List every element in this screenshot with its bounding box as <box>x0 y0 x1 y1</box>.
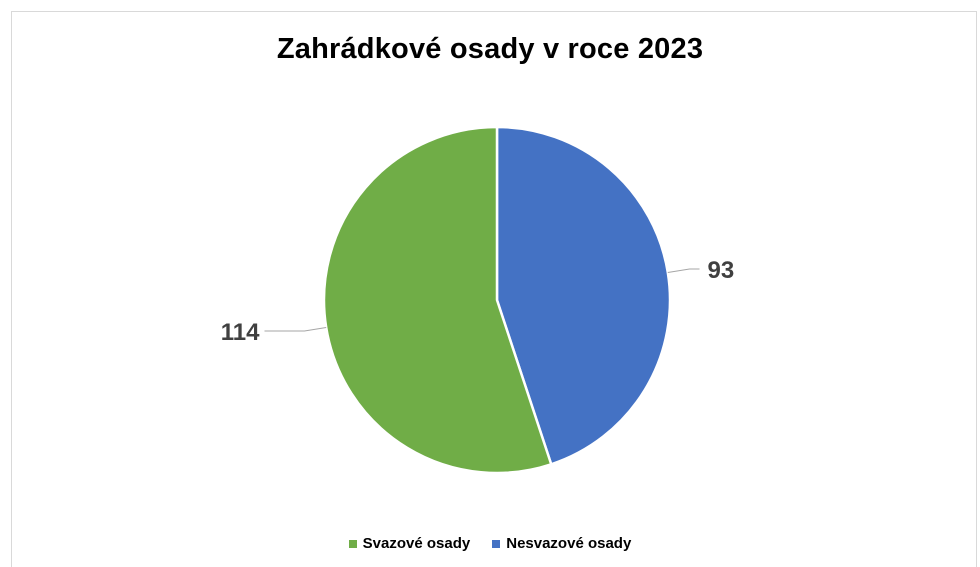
pie-slice-svazove <box>322 125 553 475</box>
leader-line-svazove <box>264 326 327 332</box>
legend-label-svazove: Svazové osady <box>362 535 471 552</box>
pie-slice-nesvazove <box>495 125 672 466</box>
legend: Svazové osady Nesvazové osady <box>0 535 980 552</box>
legend-label-nesvazove: Nesvazové osady <box>506 535 632 552</box>
data-label-nesvazove: 93 <box>708 257 735 284</box>
legend-swatch-svazove <box>348 539 357 548</box>
chart-title: Zahrádkové osady v roce 2023 <box>276 33 704 65</box>
data-label-svazove: 114 <box>221 319 260 346</box>
legend-swatch-nesvazove <box>492 539 501 548</box>
leader-line-nesvazove <box>667 268 700 274</box>
legend-item-svazove: Svazové osady <box>348 535 471 552</box>
legend-item-nesvazove: Nesvazové osady <box>492 535 631 552</box>
